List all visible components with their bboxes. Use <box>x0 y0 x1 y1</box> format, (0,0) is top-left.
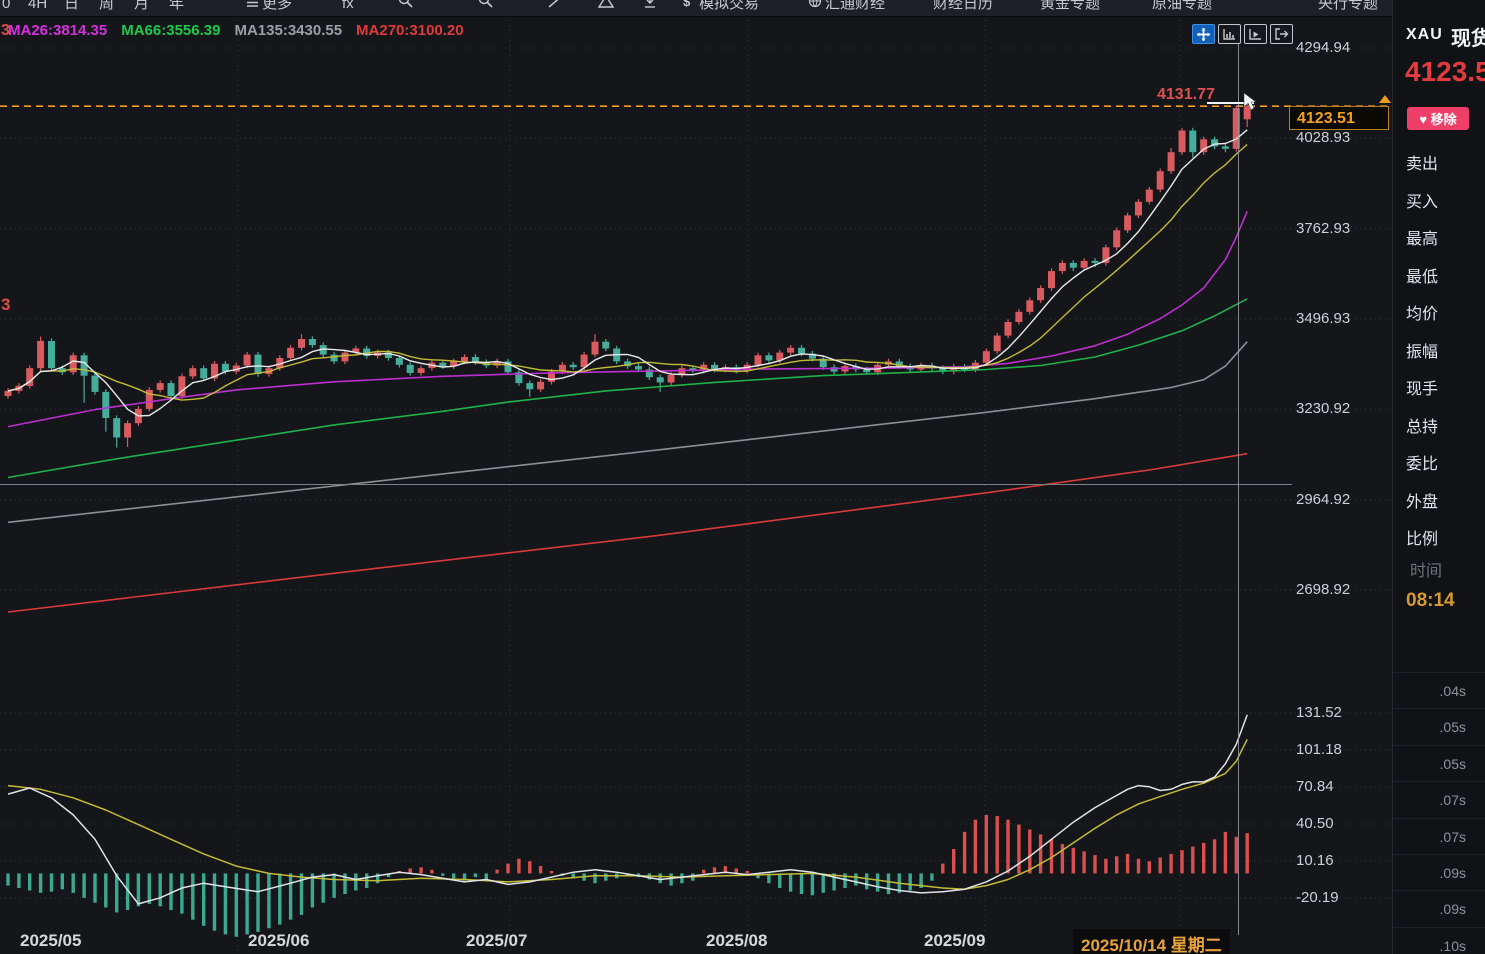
main-candlestick-chart[interactable] <box>0 20 1392 690</box>
chart-play-icon[interactable] <box>1244 24 1267 44</box>
indicator-axis-label: 131.52 <box>1296 704 1342 722</box>
tick-time-row[interactable]: .07s <box>1393 817 1485 854</box>
trend-line-icon <box>548 0 563 16</box>
globe-icon <box>808 0 822 16</box>
indicator-axis-label: 10.16 <box>1296 852 1334 869</box>
zoom-out-icon <box>478 0 493 16</box>
quote-field-label: 最高 <box>1406 231 1439 248</box>
crosshair-horizontal-segment <box>1207 102 1254 104</box>
truncated-label: 3 <box>1 22 10 39</box>
quote-sidebar: XAU 现货黄金 4123.51 ♥ 移除 卖出买入最高最低均价振幅现手总持委比… <box>1392 0 1485 954</box>
horizontal-level-line <box>0 484 1292 485</box>
toolbar-item-周[interactable]: 周 <box>99 0 115 12</box>
ma-legend: MA26:3814.35 MA66:3556.39 MA135:3430.55 MA2… <box>8 22 478 39</box>
triangle-icon[interactable] <box>597 0 617 16</box>
quote-field-label: 总持 <box>1406 418 1439 436</box>
date-axis-label: 2025/07 <box>466 931 528 950</box>
crosshair-vertical-line <box>1238 25 1239 935</box>
zoom-in-icon <box>398 0 413 16</box>
toolbar-item-fx[interactable]: fx <box>342 0 354 12</box>
triangle-icon <box>597 0 615 16</box>
date-axis-label: 2025/09 <box>924 931 986 950</box>
toolbar-item-年[interactable]: 年 <box>169 0 185 12</box>
dollar-icon: $ <box>683 0 696 16</box>
remove-favorite-button[interactable]: ♥ 移除 <box>1407 107 1469 130</box>
toolbar-item-财经日历[interactable]: 财经日历 <box>933 0 994 12</box>
dollar-icon[interactable]: $ 模拟交易 <box>683 0 759 16</box>
tick-time-row[interactable]: .04s <box>1393 672 1485 708</box>
price-axis-label: 4028.93 <box>1296 129 1351 147</box>
tick-time-row[interactable]: .05s <box>1393 744 1485 781</box>
tick-time-row[interactable]: .10s <box>1393 926 1485 954</box>
toolbar-item-月[interactable]: 月 <box>134 0 150 12</box>
toolbar-item-0[interactable]: 0 <box>2 0 11 12</box>
truncated-price-label: 3 <box>1 295 11 314</box>
top-toolbar: 0 4H 日 周 月 年 更多 fx $ 模拟交易 汇通财经 财经日历 黄金专题 原油专题 央行专题 <box>0 0 1392 17</box>
chart-exit-icon[interactable] <box>1270 24 1293 44</box>
date-axis-label: 2025/05 <box>20 931 82 950</box>
indicator-axis-label: 101.18 <box>1296 741 1342 759</box>
toolbar-item-央行专题[interactable]: 央行专题 <box>1318 0 1379 12</box>
chart-axis-icon[interactable] <box>1218 24 1241 44</box>
price-axis-label: 3496.93 <box>1296 309 1351 327</box>
date-axis-label: 2025/08 <box>706 931 768 950</box>
ma-legend-item: MA270:3100.20 <box>356 22 464 39</box>
price-axis-label: 3230.92 <box>1296 400 1351 418</box>
zoom-out-icon[interactable] <box>478 0 496 16</box>
quote-field-label: 振幅 <box>1406 343 1439 361</box>
trend-line-icon[interactable] <box>548 0 566 16</box>
mouse-cursor-icon <box>1243 93 1257 111</box>
menu-icon[interactable]: 更多 <box>246 0 292 16</box>
indicator-axis-label: 40.50 <box>1296 815 1334 832</box>
ma-legend-item: MA26:3814.35 <box>8 22 108 39</box>
quote-field-label: 买入 <box>1406 193 1439 211</box>
last-price: 4123.51 <box>1405 56 1485 87</box>
toolbar-item-日[interactable]: 日 <box>64 0 80 12</box>
quote-field-label: 卖出 <box>1406 156 1439 173</box>
ma-legend-item: MA135:3430.55 <box>234 22 343 39</box>
indicator-axis-label: -20.19 <box>1296 889 1339 907</box>
arrow-down-icon[interactable] <box>643 0 660 16</box>
ma-legend-item: MA66:3556.39 <box>121 22 221 39</box>
high-price-annotation: 4131.77 <box>1157 86 1215 103</box>
svg-text:$: $ <box>683 0 691 8</box>
quote-field-label: 均价 <box>1406 306 1439 323</box>
symbol-code: XAU <box>1406 26 1443 43</box>
quote-field-label: 比例 <box>1406 531 1439 548</box>
menu-icon <box>246 0 259 16</box>
tick-time-row[interactable]: .07s <box>1393 781 1485 817</box>
time-value: 08:14 <box>1406 590 1455 611</box>
globe-icon[interactable]: 汇通财经 <box>808 0 885 16</box>
price-axis-label: 3762.93 <box>1296 219 1351 237</box>
date-axis-label: 2025/06 <box>248 931 310 950</box>
quote-field-label: 现手 <box>1406 381 1439 398</box>
toolbar-item-4H[interactable]: 4H <box>28 0 48 12</box>
heart-icon: ♥ <box>1419 112 1428 127</box>
price-axis-label: 2698.92 <box>1296 580 1351 598</box>
toolbar-item-原油专题[interactable]: 原油专题 <box>1152 0 1213 12</box>
price-axis-label: 2964.92 <box>1296 490 1351 508</box>
symbol-name: 现货黄金 <box>1451 28 1485 50</box>
chart-control-buttons <box>1192 24 1293 44</box>
current-date-label: 2025/10/14 星期二 <box>1073 929 1230 954</box>
price-up-arrow-icon <box>1379 95 1391 103</box>
zoom-in-icon[interactable] <box>398 0 416 16</box>
quote-field-label: 外盘 <box>1406 493 1439 511</box>
sub-indicator-chart[interactable] <box>0 690 1392 954</box>
tick-time-row[interactable]: .09s <box>1393 854 1485 890</box>
toolbar-item-黄金专题[interactable]: 黄金专题 <box>1040 0 1101 12</box>
current-price-label: 4123.51 <box>1289 106 1389 130</box>
price-axis-label: 4294.94 <box>1296 38 1351 56</box>
quote-field-label: 最低 <box>1406 268 1439 286</box>
tick-time-row[interactable]: .05s <box>1393 708 1485 744</box>
indicator-axis-label: 70.84 <box>1296 778 1334 795</box>
crosshair-move-icon[interactable] <box>1192 24 1215 44</box>
quote-field-label: 委比 <box>1406 456 1439 473</box>
arrow-down-icon <box>643 0 657 16</box>
tick-time-row[interactable]: .09s <box>1393 890 1485 926</box>
time-label: 时间 <box>1410 563 1443 580</box>
